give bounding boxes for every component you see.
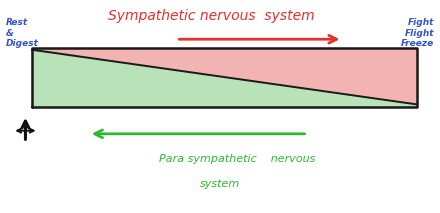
Text: system: system <box>200 179 240 189</box>
Polygon shape <box>32 50 417 106</box>
Text: Fight
Flight
Freeze: Fight Flight Freeze <box>401 18 434 48</box>
Text: Sympathetic nervous  system: Sympathetic nervous system <box>108 9 315 23</box>
Polygon shape <box>32 48 417 104</box>
Text: Para sympathetic    nervous: Para sympathetic nervous <box>159 154 315 164</box>
Text: Rest
&
Digest: Rest & Digest <box>6 18 39 48</box>
